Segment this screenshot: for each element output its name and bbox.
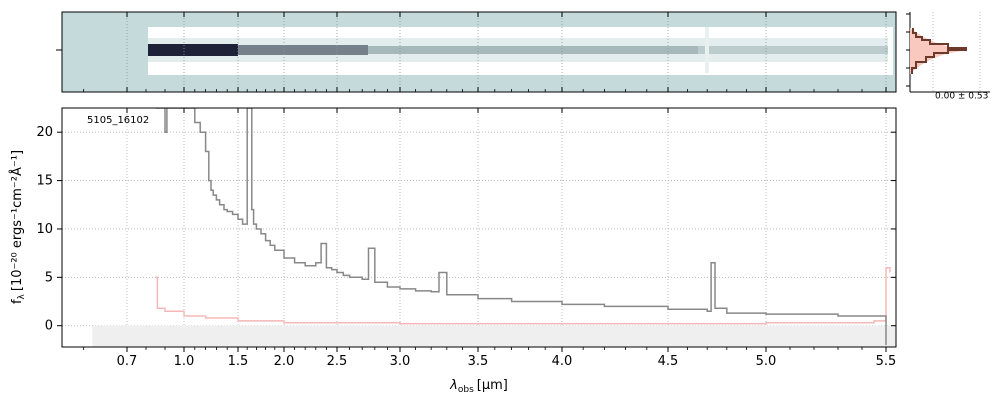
x-axis-label-main: λ (449, 378, 458, 393)
series-flux-line (155, 108, 887, 346)
spectrum-1d-x-ticks: 0.7 1.0 1.5 2.0 2.5 3.0 3.5 4.0 4.5 5.0 5.5 (83, 108, 897, 369)
x-tick-label: 4.0 (552, 354, 573, 369)
y-tick-label: 5 (45, 270, 53, 285)
object-id-label: 5105_16102 (87, 115, 149, 126)
spectrum-2d-trace-core (148, 44, 238, 56)
y-axis-label-sub: λ (17, 293, 27, 299)
y-tick-label: 15 (36, 174, 53, 189)
spectrum-2d-trace-faintest (698, 46, 888, 54)
spectrum-2d-x-ticks (83, 12, 887, 92)
spectrum-2d-panel (56, 11, 897, 93)
spectrum-2d-trace-mid (238, 45, 368, 55)
y-axis-label: fλ [10⁻²⁰ ergs⁻¹cm⁻²Å⁻¹] (9, 150, 27, 304)
x-axis-label-sub: obs (458, 385, 474, 395)
x-tick-label: 2.5 (327, 354, 348, 369)
x-tick-label: 1.5 (228, 354, 249, 369)
y-axis-label-unit: [10⁻²⁰ ergs⁻¹cm⁻²Å⁻¹] (9, 150, 25, 291)
histogram-steps (911, 28, 967, 74)
spectrum-1d-panel: 0.7 1.0 1.5 2.0 2.5 3.0 3.5 4.0 4.5 5.0 5.5 0 5 10 15… (9, 107, 897, 395)
spectrum-2d-image (148, 27, 893, 75)
x-axis-label: λobs [μm] (449, 378, 508, 395)
y-axis-label-main: f (10, 299, 25, 304)
x-axis-label-unit: [μm] (477, 378, 508, 393)
spectrum-1d-background (62, 108, 896, 347)
x-tick-label: 2.0 (274, 354, 295, 369)
spectrum-2d-grid (126, 12, 887, 92)
x-tick-label: 5.0 (756, 354, 777, 369)
spectrum-1d-frame (61, 107, 897, 348)
series-error-line (155, 266, 891, 325)
x-tick-label: 4.5 (658, 354, 679, 369)
spectrum-2d-emission-feature (705, 27, 709, 73)
spectrum-1d-shaded-band (92, 325, 896, 347)
x-tick-label: 1.0 (174, 354, 195, 369)
y-tick-label: 10 (36, 222, 53, 237)
x-tick-label: 5.5 (876, 354, 897, 369)
y-tick-label: 20 (36, 125, 53, 140)
histogram-label: 0.00 ± 0.53 (935, 92, 988, 102)
spectrum-2d-trace-faint (368, 46, 698, 54)
x-tick-label: 3.0 (390, 354, 411, 369)
spectrum-1d-grid (62, 108, 896, 347)
spectrum-1d-y-ticks: 0 5 10 15 20 (36, 125, 896, 334)
residual-histogram-panel: 0.00 ± 0.53 (906, 12, 990, 102)
spectrum-2d-frame (61, 11, 897, 93)
x-tick-label: 0.7 (117, 354, 138, 369)
x-tick-label: 3.5 (468, 354, 489, 369)
y-tick-label: 0 (45, 319, 53, 334)
